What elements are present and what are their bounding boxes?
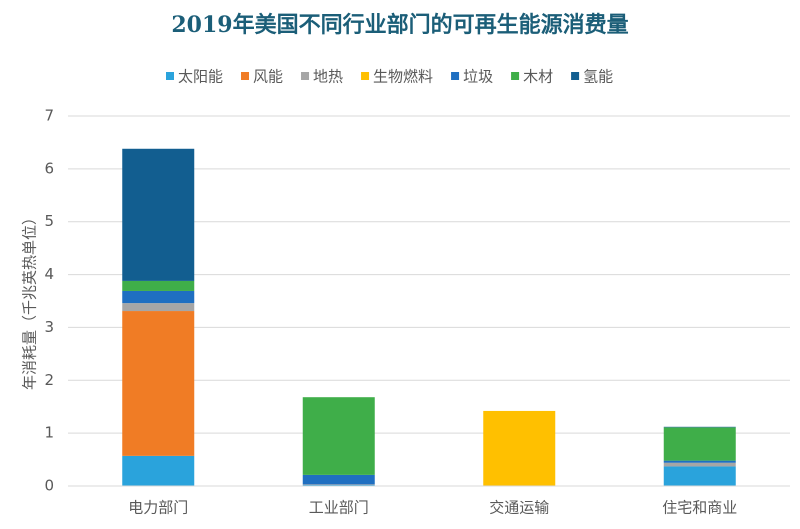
bar-segment <box>122 455 195 486</box>
bar-segment <box>122 148 195 281</box>
legend-label: 木材 <box>523 68 553 86</box>
bar-segment <box>302 474 375 485</box>
legend-swatch <box>301 72 310 80</box>
bar-segment <box>122 303 195 312</box>
chart-title: 2019年美国不同行业部门的可再生能源消费量 <box>171 12 628 38</box>
bar-segment <box>122 311 195 456</box>
x-tick-label: 住宅和商业 <box>662 499 737 517</box>
legend-label: 氢能 <box>583 68 613 86</box>
x-tick-label: 交通运输 <box>489 499 549 517</box>
y-tick-label: 2 <box>44 371 54 389</box>
legend-label: 风能 <box>253 68 283 86</box>
legend-label: 垃圾 <box>463 68 493 86</box>
y-axis-label: 年消耗量（千兆英热单位） <box>21 210 39 390</box>
legend-swatch <box>241 72 250 80</box>
legend-label: 地热 <box>313 68 343 86</box>
y-tick-label: 3 <box>44 318 54 336</box>
bar-segment <box>302 484 375 485</box>
y-tick-label: 5 <box>44 212 54 230</box>
legend-label: 生物燃料 <box>373 68 433 86</box>
y-tick-label: 1 <box>44 424 54 442</box>
bar-segment <box>302 484 375 486</box>
y-tick-label: 0 <box>44 477 54 495</box>
legend-swatch <box>166 72 174 80</box>
legend-swatch <box>511 72 520 80</box>
legend-swatch <box>451 72 460 80</box>
y-tick-label: 4 <box>44 265 54 283</box>
bar-segment <box>663 426 736 428</box>
legend-swatch <box>571 72 580 80</box>
bar-segment <box>122 280 195 291</box>
x-tick-label: 电力部门 <box>128 499 188 517</box>
bar-segment <box>122 290 195 304</box>
y-tick-label: 6 <box>44 159 54 177</box>
legend-swatch <box>361 72 370 80</box>
legend-label: 太阳能 <box>178 68 223 86</box>
legend: 太阳能 风能 地热 生物燃料 垃圾 木材 氢能 <box>166 68 613 86</box>
y-tick-label: 7 <box>44 107 54 125</box>
x-tick-label: 工业部门 <box>309 499 369 517</box>
bar-segment <box>663 466 736 486</box>
bar-segment <box>663 460 736 463</box>
bar-segment <box>663 427 736 461</box>
bar-segment <box>302 397 375 475</box>
bar-segment <box>483 410 556 486</box>
bar-segment <box>663 462 736 467</box>
